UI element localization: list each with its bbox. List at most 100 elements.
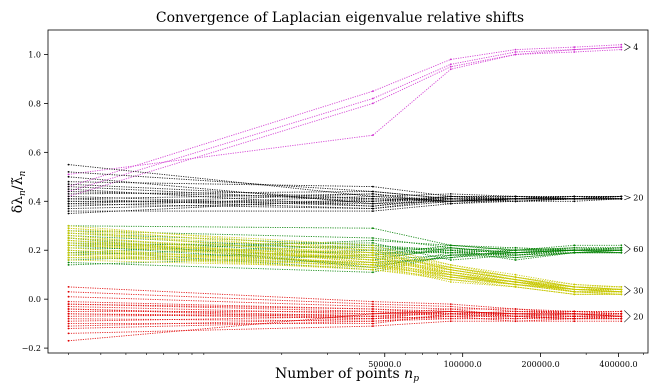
data-point bbox=[67, 229, 70, 232]
data-point bbox=[449, 281, 452, 283]
x-axis-label: Number of points np bbox=[275, 366, 419, 384]
data-point bbox=[514, 251, 517, 254]
data-point bbox=[372, 271, 374, 274]
group-label-text: 60 bbox=[633, 245, 643, 254]
data-point bbox=[620, 317, 623, 320]
data-point bbox=[449, 251, 452, 254]
data-point bbox=[449, 276, 452, 278]
data-point bbox=[514, 200, 517, 203]
data-point bbox=[620, 246, 623, 249]
x-tick-label: 200000.0 bbox=[522, 360, 560, 369]
data-point bbox=[573, 288, 576, 291]
group-label-2: 60 bbox=[624, 244, 643, 254]
data-point bbox=[67, 249, 70, 252]
data-point bbox=[372, 300, 374, 303]
series-line bbox=[68, 318, 622, 329]
series-group-4 bbox=[67, 286, 623, 342]
x-axis: 50000.0 100000.0 200000.0 400000.0 bbox=[68, 353, 644, 369]
data-point bbox=[573, 317, 576, 320]
series-line bbox=[68, 259, 622, 295]
data-point bbox=[67, 205, 70, 208]
data-point bbox=[449, 310, 452, 313]
data-point bbox=[67, 193, 70, 195]
data-point bbox=[620, 46, 623, 48]
data-point bbox=[372, 315, 374, 318]
data-point bbox=[449, 266, 452, 269]
data-point bbox=[449, 244, 452, 247]
data-point bbox=[449, 303, 452, 305]
data-point bbox=[67, 259, 70, 261]
data-point bbox=[514, 48, 517, 51]
data-point bbox=[573, 246, 576, 249]
series-line bbox=[68, 237, 622, 268]
data-point bbox=[449, 264, 452, 266]
data-point bbox=[372, 246, 374, 249]
y-axis: −0.2 0.0 0.2 0.4 0.6 0.8 1.0 bbox=[22, 50, 48, 353]
data-point bbox=[573, 48, 576, 51]
series-line bbox=[68, 193, 622, 205]
data-point bbox=[620, 312, 623, 315]
series-line bbox=[68, 320, 622, 334]
data-point bbox=[449, 278, 452, 281]
data-point bbox=[372, 308, 374, 310]
series-line bbox=[68, 195, 622, 202]
series-line bbox=[68, 310, 622, 317]
data-point bbox=[372, 237, 374, 239]
data-point bbox=[620, 249, 623, 252]
data-point bbox=[372, 305, 374, 308]
series-line bbox=[68, 239, 622, 254]
y-tick-label: 0.6 bbox=[28, 148, 41, 157]
data-point bbox=[372, 320, 374, 323]
data-point bbox=[372, 264, 374, 266]
series-line bbox=[68, 176, 622, 205]
group-bracket bbox=[624, 195, 632, 201]
data-point bbox=[620, 315, 623, 318]
data-point bbox=[372, 322, 374, 325]
y-tick-label: 0.8 bbox=[28, 99, 41, 108]
x-tick-label: 400000.0 bbox=[599, 360, 637, 369]
series-line bbox=[68, 254, 622, 295]
series-line bbox=[68, 301, 622, 315]
data-point bbox=[514, 283, 517, 286]
series-line bbox=[68, 225, 622, 288]
data-point bbox=[67, 325, 70, 327]
data-point bbox=[514, 53, 517, 56]
data-point bbox=[573, 249, 576, 252]
data-point bbox=[449, 195, 452, 198]
series-group-1 bbox=[67, 163, 623, 215]
series-group-0 bbox=[67, 43, 623, 198]
data-point bbox=[573, 46, 576, 48]
series-line bbox=[68, 249, 622, 261]
data-point bbox=[67, 239, 70, 242]
data-point bbox=[573, 197, 576, 200]
data-point bbox=[573, 310, 576, 313]
group-bracket bbox=[624, 244, 631, 254]
data-point bbox=[449, 315, 452, 318]
data-point bbox=[620, 43, 623, 46]
data-point bbox=[514, 254, 517, 256]
series-line bbox=[68, 310, 622, 342]
series-line bbox=[68, 254, 622, 290]
data-point bbox=[67, 190, 70, 193]
data-point bbox=[514, 51, 517, 53]
series-line bbox=[68, 227, 622, 290]
data-point bbox=[573, 251, 576, 254]
series-line bbox=[68, 252, 622, 263]
data-point bbox=[67, 212, 70, 215]
series-line bbox=[68, 242, 622, 261]
data-point bbox=[372, 200, 374, 203]
series-line bbox=[68, 164, 622, 202]
series-line bbox=[68, 315, 622, 322]
data-point bbox=[67, 197, 70, 200]
series-line bbox=[68, 252, 622, 293]
data-point bbox=[514, 281, 517, 283]
series-layer bbox=[67, 43, 623, 342]
data-point bbox=[67, 312, 70, 315]
data-point bbox=[514, 273, 517, 276]
data-point bbox=[372, 102, 374, 105]
data-point bbox=[372, 317, 374, 320]
svg-text:δλn/λ̃n: δλn/λ̃n bbox=[10, 171, 28, 214]
data-point bbox=[372, 310, 374, 313]
